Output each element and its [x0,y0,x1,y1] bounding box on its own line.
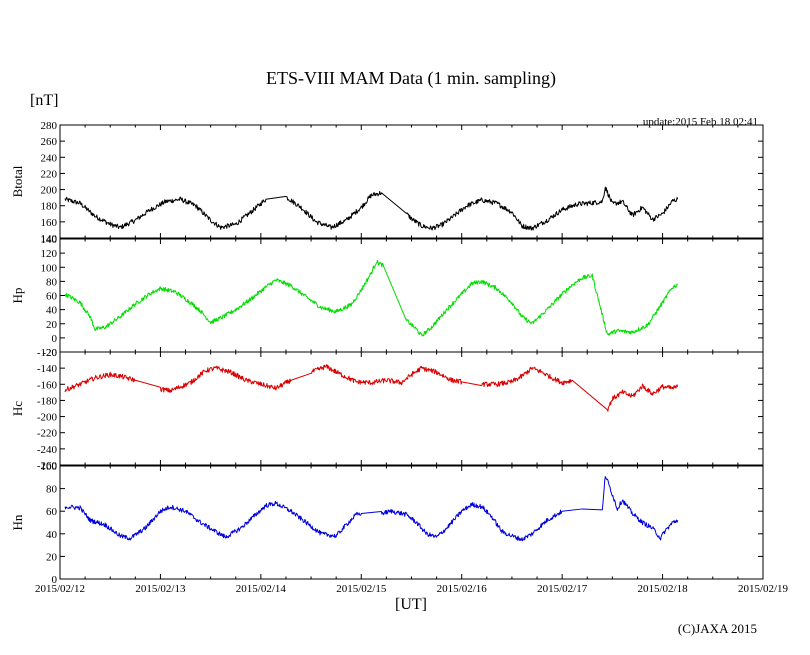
y-tick-label: -20 [42,347,57,359]
panel-frame [59,465,764,580]
y-tick-label: 120 [41,248,58,260]
x-tick-label: 2015/02/16 [437,583,488,595]
panel-btotal: 280 260 240 220 200 180 160 140 Btotal [10,120,764,245]
y-tick-label: -120 [37,347,58,359]
x-tick-label: 2015/02/17 [537,583,588,595]
y-tick-label: 20 [46,319,58,331]
series-line-hn [64,476,679,542]
y-tick-label: 80 [46,484,58,496]
y-tick-label: 0 [52,333,58,345]
panel-frame [59,238,764,353]
update-timestamp: update:2015 Feb 18 02:41 [643,116,758,128]
x-tick-label: 2015/02/15 [336,583,387,595]
y-tick-label: 240 [41,152,58,164]
y-tick-label: -160 [37,379,58,391]
y-tick-label: 80 [46,276,58,288]
y-tick-label: -240 [37,444,58,456]
x-tick-label: 2015/02/18 [638,583,689,595]
y-tick-label: 200 [41,185,58,197]
y-tick-label: -200 [37,412,58,424]
y-tick-label: 60 [46,291,58,303]
y-tick-label: 40 [46,529,58,541]
unit-label: [nT] [30,92,58,109]
y-tick-label: 100 [41,461,58,473]
series-line-hc [64,364,679,412]
panel-hn: 100 80 60 40 20 0 Hn [10,461,764,586]
y-tick-label: -140 [37,363,58,375]
x-tick-label: 2015/02/12 [35,583,85,595]
series-line-btotal [64,186,679,231]
y-tick-label: 0 [52,574,58,586]
panels-layer: 280260240220200180160140Btotal1401201008… [10,120,789,595]
y-tick-label: 100 [41,262,58,274]
y-tick-label: 260 [41,136,58,148]
x-axis-label: [UT] [395,596,427,613]
x-tick-label: 2015/02/19 [738,583,789,595]
x-tick-label: 2015/02/14 [236,583,287,595]
y-tick-label: 140 [41,234,58,246]
y-tick-label: -220 [37,428,58,440]
panel-hp: 140 120 100 80 60 40 20 0 -20 Hp [10,234,764,359]
panel-frame [59,124,764,239]
panel-frame [59,351,764,466]
copyright-credit: (C)JAXA 2015 [678,621,757,636]
y-tick-label: 60 [46,506,58,518]
panel-label-btotal: Btotal [10,165,25,197]
y-tick-label: 140 [41,233,58,245]
y-tick-label: 180 [41,201,58,213]
y-tick-label: -260 [37,460,58,472]
x-tick-label: 2015/02/13 [135,583,186,595]
panel-label-hp: Hp [10,288,25,304]
y-tick-label: 20 [46,551,58,563]
y-tick-label: 280 [41,120,58,132]
y-tick-label: 40 [46,305,58,317]
panel-label-hn: Hn [10,514,25,530]
y-tick-label: 160 [41,217,58,229]
panel-hc: -120 -140 -160 -180 -200 -220 -240 -260 Hc [10,347,764,472]
series-line-hp [64,259,679,337]
chart-title: ETS-VIII MAM Data (1 min. sampling) [266,68,556,89]
y-tick-label: -180 [37,395,58,407]
y-tick-label: 220 [41,168,58,180]
panel-label-hc: Hc [10,401,25,416]
